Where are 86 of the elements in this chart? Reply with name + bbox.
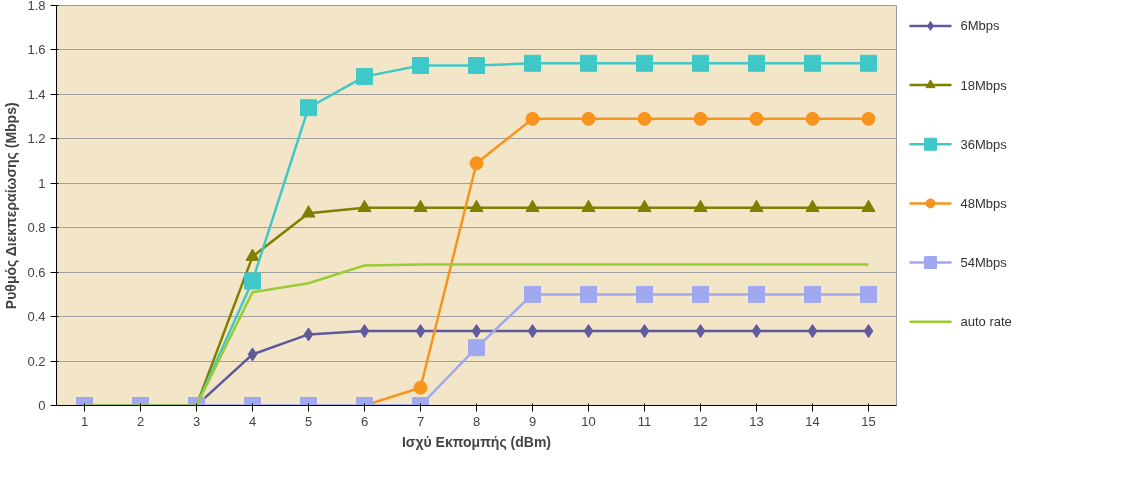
legend-label: 54Mbps xyxy=(960,255,1008,271)
point xyxy=(749,111,764,126)
point xyxy=(749,199,764,212)
x-tick-label: 7 xyxy=(416,413,425,429)
x-tick-label: 5 xyxy=(304,413,313,429)
point xyxy=(692,54,709,72)
point xyxy=(524,285,541,303)
point xyxy=(527,324,538,339)
x-tick-label: 10 xyxy=(581,413,596,429)
point xyxy=(581,199,596,212)
x-tick-label: 8 xyxy=(472,413,481,429)
point xyxy=(637,199,652,212)
x-tick-label: 2 xyxy=(136,413,145,429)
x-tick-label: 11 xyxy=(637,413,652,429)
point xyxy=(469,199,484,212)
legend-label: 6Mbps xyxy=(960,18,1001,34)
x-tick-label: 9 xyxy=(528,413,537,429)
point xyxy=(692,285,709,303)
point xyxy=(748,54,765,72)
x-tick-label: 6 xyxy=(360,413,369,429)
point xyxy=(751,324,762,339)
y-tick-label: 0.8 xyxy=(27,220,46,236)
y-tick-label: 1.4 xyxy=(27,86,46,102)
x-tick-label: 4 xyxy=(248,413,257,429)
point xyxy=(748,285,765,303)
point xyxy=(580,285,597,303)
point xyxy=(860,54,877,72)
point xyxy=(804,54,821,72)
point xyxy=(245,248,260,261)
point xyxy=(637,111,652,126)
point xyxy=(863,324,874,339)
x-axis-title: Ισχύ Εκπομπής (dBm) xyxy=(401,433,552,450)
point xyxy=(468,57,485,74)
legend-label: 48Mbps xyxy=(960,195,1008,211)
point xyxy=(303,327,314,342)
point xyxy=(695,324,706,339)
point xyxy=(693,111,708,126)
y-axis-title: Ρυθμός Διεκπεραίωσης (Mbps) xyxy=(3,102,20,310)
y-tick-label: 1.2 xyxy=(27,131,46,147)
y-tick-label: 1.8 xyxy=(27,0,46,13)
x-tick-label: 1 xyxy=(80,413,89,429)
point xyxy=(413,380,428,395)
y-tick-label: 1 xyxy=(38,175,46,191)
point xyxy=(636,285,653,303)
legend-label: auto rate xyxy=(960,314,1012,330)
y-tick-label: 1.6 xyxy=(27,42,46,58)
x-tick-label: 13 xyxy=(749,413,764,429)
point xyxy=(583,324,594,339)
x-tick-label: 3 xyxy=(192,413,201,429)
point xyxy=(693,199,708,212)
point xyxy=(301,205,316,218)
point xyxy=(244,272,261,290)
point xyxy=(581,111,596,126)
point xyxy=(807,324,818,339)
y-tick-label: 0.4 xyxy=(27,309,46,325)
point xyxy=(471,324,482,339)
point xyxy=(468,339,485,357)
point xyxy=(805,199,820,212)
point xyxy=(469,156,484,171)
y-tick-label: 0.6 xyxy=(27,264,46,280)
point xyxy=(860,285,877,303)
point xyxy=(861,111,876,126)
point xyxy=(359,324,370,339)
y-tick-label: 0.2 xyxy=(27,353,46,369)
point xyxy=(636,54,653,72)
x-tick-label: 15 xyxy=(861,413,876,429)
x-tick-label: 14 xyxy=(805,413,820,429)
point xyxy=(804,285,821,303)
point xyxy=(415,324,426,339)
y-tick-label: 0 xyxy=(38,398,46,413)
point xyxy=(580,54,597,72)
point xyxy=(805,111,820,126)
x-tick-label: 12 xyxy=(693,413,708,429)
point xyxy=(357,199,372,212)
point xyxy=(300,99,317,117)
point xyxy=(525,111,540,126)
point xyxy=(639,324,650,339)
point xyxy=(247,347,258,362)
point xyxy=(524,54,541,72)
point xyxy=(356,68,373,86)
legend-label: 18Mbps xyxy=(960,77,1008,93)
point xyxy=(413,199,428,212)
legend-label: 36Mbps xyxy=(960,136,1008,152)
point xyxy=(861,199,876,212)
point xyxy=(412,57,429,74)
point xyxy=(525,199,540,212)
